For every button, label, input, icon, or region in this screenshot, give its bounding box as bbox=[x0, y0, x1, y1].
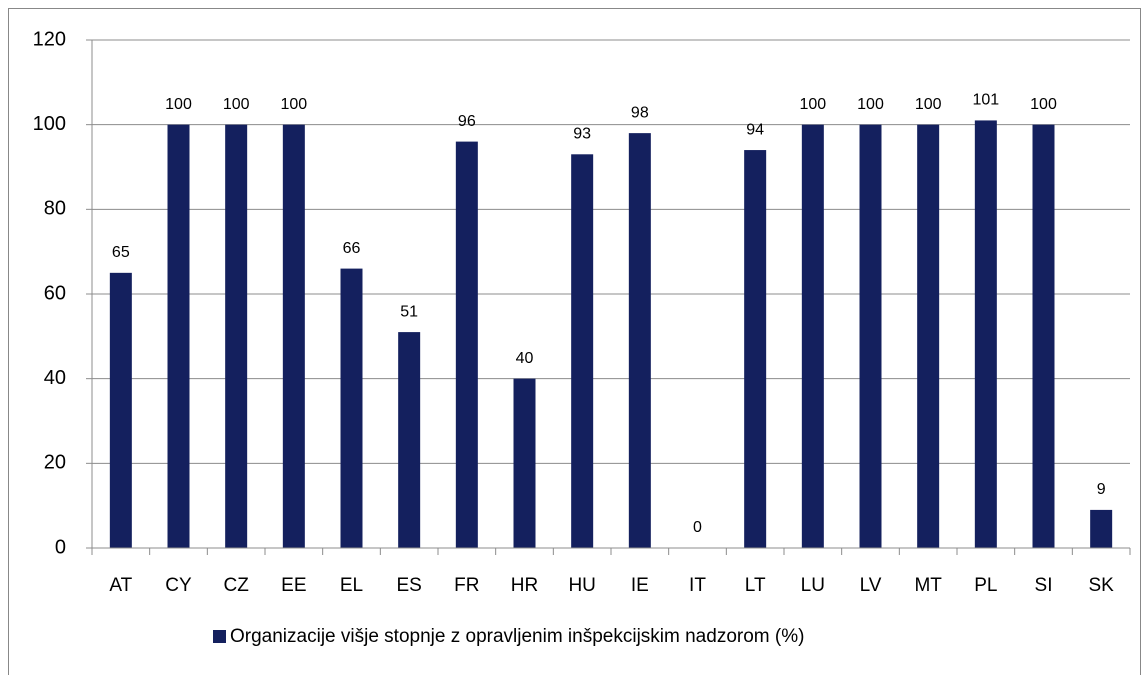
bar bbox=[109, 272, 132, 548]
x-tick-label: IT bbox=[689, 575, 706, 596]
x-tick-label: FR bbox=[454, 575, 479, 596]
data-label: 65 bbox=[112, 244, 130, 261]
data-label: 40 bbox=[516, 350, 534, 367]
chart-border bbox=[8, 8, 1141, 675]
data-label: 100 bbox=[799, 96, 826, 113]
data-label: 93 bbox=[573, 126, 591, 143]
bar bbox=[801, 124, 824, 549]
bar bbox=[859, 124, 882, 549]
legend-label: Organizacije višje stopnje z opravljenim… bbox=[230, 626, 804, 647]
x-tick-label: AT bbox=[109, 575, 132, 596]
data-label: 100 bbox=[1030, 96, 1057, 113]
x-tick-label: LU bbox=[801, 575, 825, 596]
bar bbox=[513, 378, 536, 548]
x-tick-label: HR bbox=[511, 575, 538, 596]
x-tick-label: ES bbox=[396, 575, 421, 596]
bar bbox=[225, 124, 248, 549]
legend-swatch bbox=[213, 630, 226, 643]
bar bbox=[917, 124, 940, 549]
x-tick-label: SI bbox=[1035, 575, 1053, 596]
x-tick-label: MT bbox=[914, 575, 942, 596]
x-tick-label: LV bbox=[860, 575, 882, 596]
x-tick-label: EL bbox=[340, 575, 363, 596]
x-tick-label: CY bbox=[165, 575, 192, 596]
y-tick-label: 60 bbox=[44, 282, 66, 304]
bar bbox=[571, 154, 594, 549]
x-tick-label: IE bbox=[631, 575, 649, 596]
bar bbox=[1090, 509, 1113, 548]
data-label: 94 bbox=[746, 121, 764, 138]
x-tick-label: PL bbox=[974, 575, 997, 596]
data-label: 100 bbox=[165, 96, 192, 113]
bar bbox=[1032, 124, 1055, 549]
bar bbox=[167, 124, 190, 549]
data-label: 100 bbox=[223, 96, 250, 113]
data-label: 100 bbox=[915, 96, 942, 113]
data-label: 100 bbox=[280, 96, 307, 113]
data-label: 101 bbox=[972, 92, 999, 109]
data-label: 9 bbox=[1097, 481, 1106, 498]
data-label: 98 bbox=[631, 104, 649, 121]
data-label: 96 bbox=[458, 113, 476, 130]
bar bbox=[340, 268, 363, 548]
bar bbox=[628, 133, 651, 548]
data-label: 0 bbox=[693, 519, 702, 536]
x-tick-label: CZ bbox=[224, 575, 250, 596]
x-tick-label: LT bbox=[745, 575, 766, 596]
y-tick-label: 120 bbox=[33, 28, 66, 50]
y-tick-label: 20 bbox=[44, 452, 66, 474]
y-tick-label: 80 bbox=[44, 198, 66, 220]
bar bbox=[282, 124, 305, 549]
y-tick-label: 100 bbox=[33, 113, 66, 135]
x-tick-label: HU bbox=[568, 575, 595, 596]
x-tick-label: EE bbox=[281, 575, 306, 596]
bar bbox=[974, 120, 997, 548]
data-label: 51 bbox=[400, 303, 418, 320]
x-tick-label: SK bbox=[1088, 575, 1114, 596]
bar bbox=[744, 150, 767, 549]
data-label: 66 bbox=[343, 240, 361, 257]
bar bbox=[398, 332, 421, 548]
y-tick-label: 40 bbox=[44, 367, 66, 389]
y-tick-label: 0 bbox=[55, 536, 66, 558]
data-label: 100 bbox=[857, 96, 884, 113]
bar bbox=[455, 141, 478, 548]
